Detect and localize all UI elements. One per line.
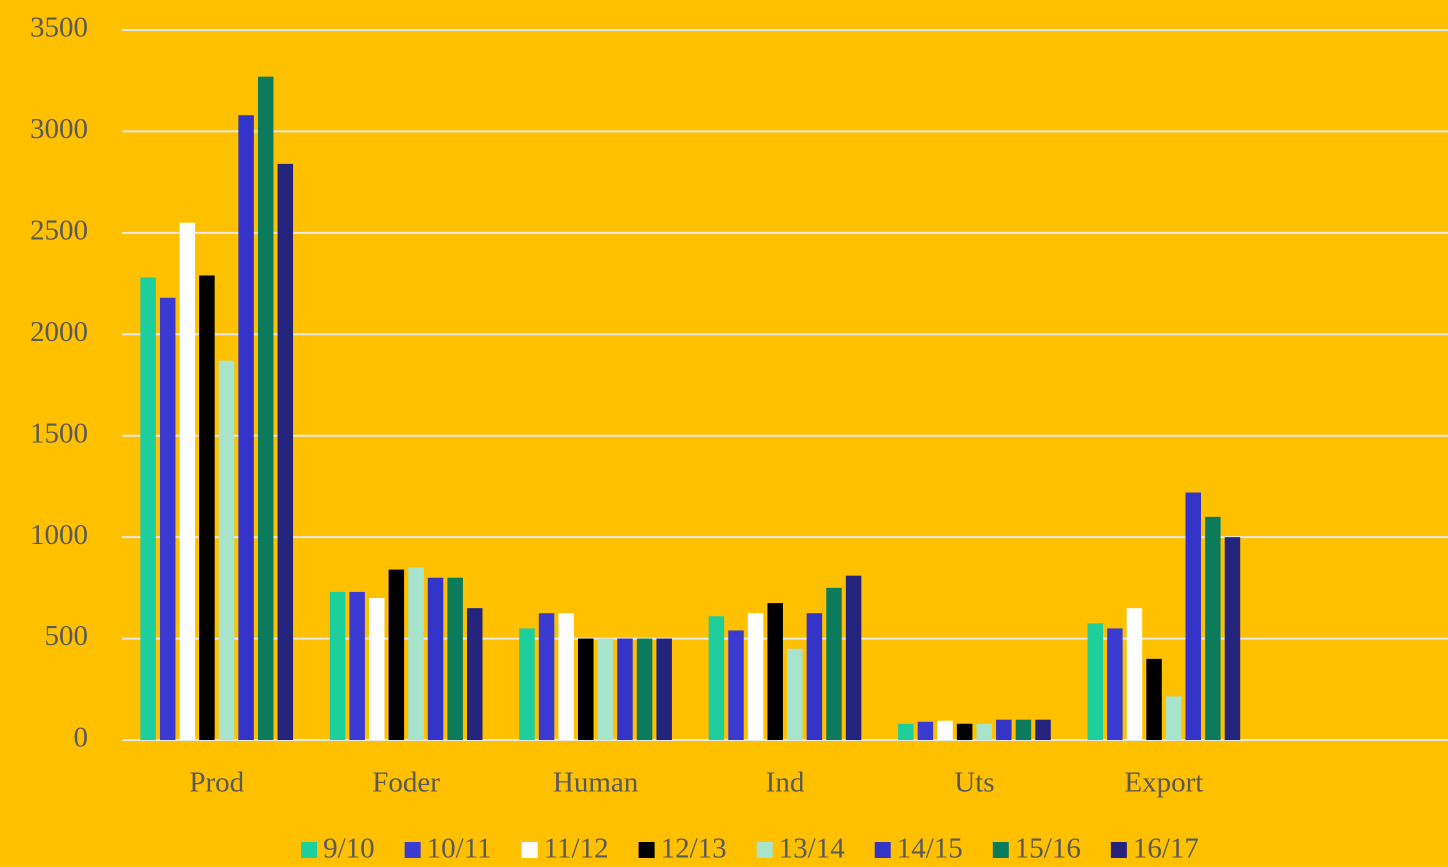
legend-swatch bbox=[521, 842, 538, 858]
bar bbox=[976, 723, 992, 740]
bar bbox=[466, 608, 483, 740]
legend-swatch bbox=[404, 842, 421, 858]
bar bbox=[708, 616, 725, 740]
bar bbox=[447, 577, 463, 740]
legend-label: 14/15 bbox=[897, 833, 963, 865]
bar bbox=[179, 222, 196, 740]
bar bbox=[617, 638, 633, 740]
x-tick-label: Ind bbox=[766, 767, 805, 799]
bar bbox=[408, 567, 424, 740]
bar bbox=[1165, 696, 1182, 740]
bar bbox=[1224, 537, 1241, 740]
legend-swatch bbox=[1110, 842, 1127, 858]
legend-label: 16/17 bbox=[1133, 833, 1199, 865]
y-tick-label: 2000 bbox=[30, 316, 88, 348]
bar bbox=[238, 115, 254, 740]
bar bbox=[427, 577, 444, 740]
bar bbox=[538, 613, 555, 740]
legend-swatch bbox=[874, 842, 891, 858]
bar bbox=[806, 613, 823, 740]
y-tick-label: 3500 bbox=[30, 12, 88, 44]
bar bbox=[1126, 608, 1143, 740]
bar bbox=[1205, 516, 1221, 740]
legend-label: 10/11 bbox=[427, 833, 492, 865]
legend-label: 12/13 bbox=[661, 833, 727, 865]
bar bbox=[1185, 492, 1202, 740]
bar bbox=[937, 720, 953, 740]
y-tick-label: 1500 bbox=[30, 417, 88, 449]
legend-swatch bbox=[638, 842, 655, 858]
y-tick-label: 1000 bbox=[30, 519, 88, 551]
y-tick-label: 500 bbox=[45, 620, 89, 652]
bar bbox=[728, 630, 744, 740]
legend-swatch bbox=[756, 842, 773, 858]
bar bbox=[1146, 658, 1162, 740]
bar bbox=[787, 648, 803, 740]
bar bbox=[636, 638, 653, 740]
bar bbox=[199, 275, 215, 740]
legend-swatch bbox=[301, 842, 318, 858]
x-tick-label: Prod bbox=[189, 767, 244, 799]
bar bbox=[329, 591, 346, 740]
y-tick-label: 0 bbox=[74, 722, 89, 754]
bar bbox=[996, 719, 1012, 740]
legend-label: 13/14 bbox=[779, 833, 846, 865]
bar bbox=[368, 598, 385, 740]
y-tick-label: 3000 bbox=[30, 113, 88, 145]
bar bbox=[349, 591, 365, 740]
bar bbox=[388, 569, 405, 740]
bar bbox=[1087, 623, 1104, 740]
x-tick-label: Foder bbox=[372, 767, 440, 799]
bar bbox=[747, 613, 764, 740]
bar bbox=[767, 603, 783, 740]
bar bbox=[898, 723, 914, 740]
bar bbox=[845, 575, 862, 740]
bar bbox=[826, 587, 842, 740]
bar bbox=[277, 163, 294, 740]
x-tick-label: Export bbox=[1124, 767, 1203, 799]
y-tick-label: 2500 bbox=[30, 215, 88, 247]
legend-label: 9/10 bbox=[323, 833, 375, 865]
bar bbox=[597, 638, 614, 740]
bar bbox=[1015, 719, 1032, 740]
bar bbox=[917, 721, 934, 740]
legend-swatch bbox=[992, 842, 1009, 858]
bar bbox=[656, 638, 672, 740]
bar bbox=[956, 723, 973, 740]
bar bbox=[1107, 628, 1123, 740]
bar bbox=[558, 613, 574, 740]
bar bbox=[578, 638, 594, 740]
bar bbox=[218, 360, 235, 740]
bar bbox=[1035, 719, 1051, 740]
x-tick-label: Uts bbox=[954, 767, 994, 799]
bar bbox=[140, 277, 156, 740]
bar bbox=[159, 297, 176, 740]
x-tick-label: Human bbox=[553, 767, 639, 799]
bar bbox=[257, 76, 274, 740]
bar bbox=[519, 628, 535, 740]
legend-label: 15/16 bbox=[1015, 833, 1081, 865]
legend-label: 11/12 bbox=[544, 833, 609, 865]
